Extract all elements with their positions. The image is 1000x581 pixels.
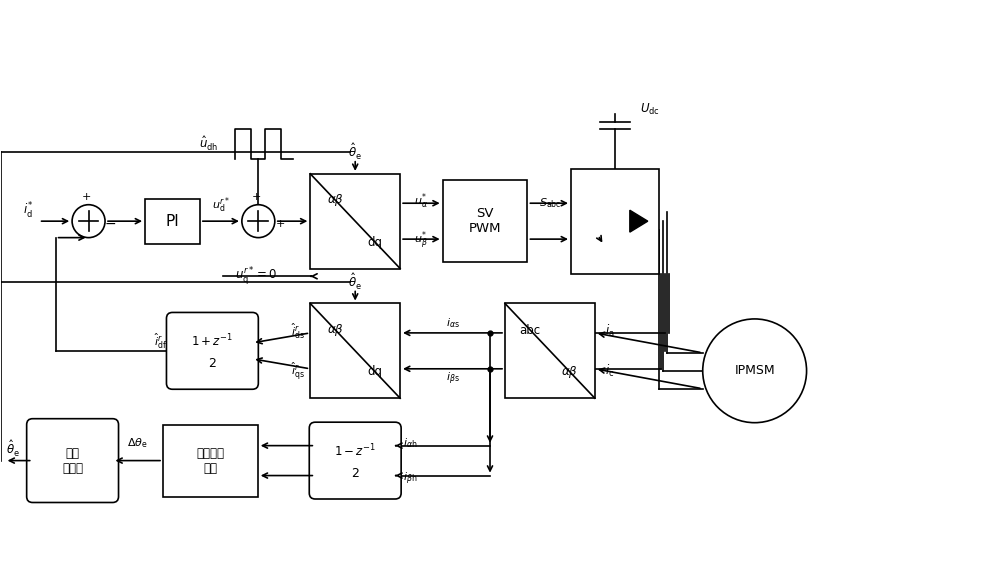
- Text: $\alpha\beta$: $\alpha\beta$: [327, 322, 344, 338]
- Bar: [571, 169, 659, 274]
- Text: IPMSM: IPMSM: [734, 364, 775, 377]
- Text: $\hat{u}_{\rm dh}$: $\hat{u}_{\rm dh}$: [199, 135, 218, 153]
- Text: $i_{\rm d}^{*}$: $i_{\rm d}^{*}$: [23, 201, 33, 221]
- FancyBboxPatch shape: [166, 313, 258, 389]
- Text: $U_{\rm dc}$: $U_{\rm dc}$: [640, 102, 660, 117]
- Text: $\hat{i}_{\rm ds}^r$: $\hat{i}_{\rm ds}^r$: [291, 321, 305, 340]
- Circle shape: [703, 319, 807, 423]
- Circle shape: [72, 205, 105, 238]
- Text: $u_{\beta}^{*}$: $u_{\beta}^{*}$: [414, 230, 428, 252]
- Text: +: +: [252, 192, 261, 202]
- Text: $\Delta\theta_{\rm e}$: $\Delta\theta_{\rm e}$: [127, 436, 148, 450]
- Text: $u_{\rm q}^{r*}=0$: $u_{\rm q}^{r*}=0$: [235, 266, 277, 287]
- Text: $i_{\beta\rm s}$: $i_{\beta\rm s}$: [446, 371, 459, 387]
- Bar: [145, 199, 200, 243]
- Text: $\hat{\theta}_{\rm e}$: $\hat{\theta}_{\rm e}$: [348, 142, 362, 162]
- Text: 2: 2: [208, 357, 216, 370]
- Text: dq: dq: [367, 365, 382, 378]
- Bar: [505, 303, 595, 398]
- Text: +: +: [82, 192, 91, 202]
- Text: $1+z^{-1}$: $1+z^{-1}$: [191, 332, 233, 349]
- Text: $i_{\alpha\rm h}$: $i_{\alpha\rm h}$: [403, 436, 418, 450]
- Text: dq: dq: [367, 235, 382, 249]
- Text: $\hat{i}_{\rm qs}^r$: $\hat{i}_{\rm qs}^r$: [291, 360, 305, 382]
- Circle shape: [242, 205, 275, 238]
- FancyBboxPatch shape: [309, 422, 401, 499]
- Text: 位置
跟踪器: 位置 跟踪器: [62, 447, 83, 475]
- Bar: [310, 303, 400, 398]
- Text: $u_{\rm d}^{r*}$: $u_{\rm d}^{r*}$: [212, 195, 230, 215]
- Bar: [163, 425, 258, 497]
- FancyBboxPatch shape: [27, 419, 119, 503]
- Text: PI: PI: [166, 214, 179, 229]
- Text: $1-z^{-1}$: $1-z^{-1}$: [334, 442, 376, 459]
- Polygon shape: [630, 210, 648, 232]
- Text: $i_{\rm a}$: $i_{\rm a}$: [605, 323, 615, 339]
- Text: $i_{\alpha\rm s}$: $i_{\alpha\rm s}$: [446, 316, 460, 330]
- Text: $i_{\beta\rm h}$: $i_{\beta\rm h}$: [403, 471, 418, 487]
- Text: $u_{\alpha}^{*}$: $u_{\alpha}^{*}$: [414, 191, 428, 211]
- Text: abc: abc: [520, 324, 541, 336]
- Bar: [310, 174, 400, 268]
- Text: $\alpha\beta$: $\alpha\beta$: [561, 364, 578, 380]
- Text: −: −: [105, 217, 116, 231]
- Text: $\hat{\theta}_{\rm e}$: $\hat{\theta}_{\rm e}$: [6, 439, 20, 458]
- Text: $S_{\rm abc}$: $S_{\rm abc}$: [539, 196, 562, 210]
- Text: +: +: [276, 219, 285, 229]
- Text: $i_{\rm c}$: $i_{\rm c}$: [605, 363, 614, 379]
- Bar: [443, 180, 527, 262]
- Text: 2: 2: [351, 467, 359, 480]
- Text: $\hat{\theta}_{\rm e}$: $\hat{\theta}_{\rm e}$: [348, 271, 362, 292]
- Text: 位置误差
解耦: 位置误差 解耦: [196, 447, 224, 475]
- Text: $\hat{i}_{\rm df}^r$: $\hat{i}_{\rm df}^r$: [154, 331, 167, 350]
- Text: SV
PWM: SV PWM: [469, 207, 501, 235]
- Text: $\alpha\beta$: $\alpha\beta$: [327, 192, 344, 209]
